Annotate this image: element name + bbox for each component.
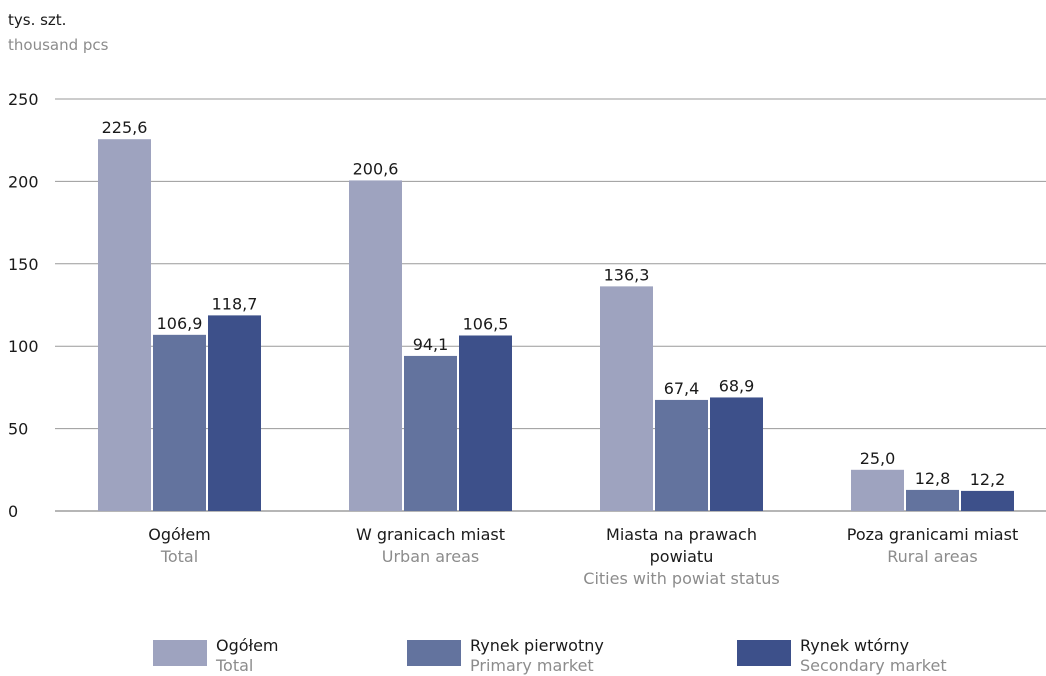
legend-swatch bbox=[737, 640, 791, 666]
legend-label: Rynek pierwotny bbox=[470, 636, 604, 655]
bar bbox=[404, 355, 457, 511]
data-label: 136,3 bbox=[604, 265, 650, 284]
bar bbox=[459, 335, 512, 511]
y-tick-label: 100 bbox=[8, 337, 39, 356]
data-label: 225,6 bbox=[102, 118, 148, 137]
category-label: Ogółem bbox=[148, 525, 211, 544]
bars bbox=[98, 139, 1014, 512]
y-tick-label: 200 bbox=[8, 172, 39, 191]
bar bbox=[851, 469, 904, 511]
legend-label-en: Total bbox=[215, 656, 253, 675]
bar bbox=[98, 139, 151, 512]
legend-label: Rynek wtórny bbox=[800, 636, 909, 655]
legend-label: Ogółem bbox=[216, 636, 279, 655]
legend-swatch bbox=[407, 640, 461, 666]
category-label: powiatu bbox=[650, 547, 714, 566]
bar bbox=[208, 315, 261, 511]
data-label: 118,7 bbox=[212, 294, 258, 313]
category-label-en: Urban areas bbox=[382, 547, 480, 566]
category-label: W granicach miast bbox=[356, 525, 505, 544]
category-label-en: Total bbox=[160, 547, 198, 566]
category-label-en: Cities with powiat status bbox=[583, 569, 779, 588]
y-tick-label: 50 bbox=[8, 420, 28, 439]
bar bbox=[906, 489, 959, 511]
data-labels: 225,6 200,6 136,3 25,0 106,9 94,1 67,4 12,8 118,… bbox=[102, 118, 1006, 489]
bar bbox=[153, 334, 206, 511]
data-label: 67,4 bbox=[664, 379, 700, 398]
y-tick-label: 150 bbox=[8, 255, 39, 274]
data-label: 68,9 bbox=[719, 376, 755, 395]
data-label: 94,1 bbox=[413, 335, 449, 354]
legend-label-en: Primary market bbox=[470, 656, 594, 675]
category-label: Poza granicami miast bbox=[847, 525, 1018, 544]
category-labels: Ogółem Total W granicach miast Urban areas M… bbox=[148, 525, 1018, 588]
y-axis-title: tys. szt. bbox=[8, 11, 66, 29]
y-axis-ticks: 0 50 100 150 200 250 bbox=[8, 90, 39, 521]
data-label: 200,6 bbox=[353, 159, 399, 178]
data-label: 12,8 bbox=[915, 469, 951, 488]
y-axis-title-en: thousand pcs bbox=[8, 36, 109, 54]
legend-label-en: Secondary market bbox=[800, 656, 947, 675]
data-label: 25,0 bbox=[860, 449, 896, 468]
bar bbox=[961, 490, 1014, 511]
y-tick-label: 250 bbox=[8, 90, 39, 109]
y-tick-label: 0 bbox=[8, 502, 18, 521]
bar bbox=[349, 180, 402, 511]
data-label: 12,2 bbox=[970, 470, 1006, 489]
bar bbox=[600, 286, 653, 511]
bar bbox=[655, 399, 708, 511]
category-label: Miasta na prawach bbox=[606, 525, 757, 544]
data-label: 106,5 bbox=[463, 314, 509, 333]
legend-swatch bbox=[153, 640, 207, 666]
category-label-en: Rural areas bbox=[887, 547, 977, 566]
bar bbox=[710, 397, 763, 511]
data-label: 106,9 bbox=[157, 314, 203, 333]
